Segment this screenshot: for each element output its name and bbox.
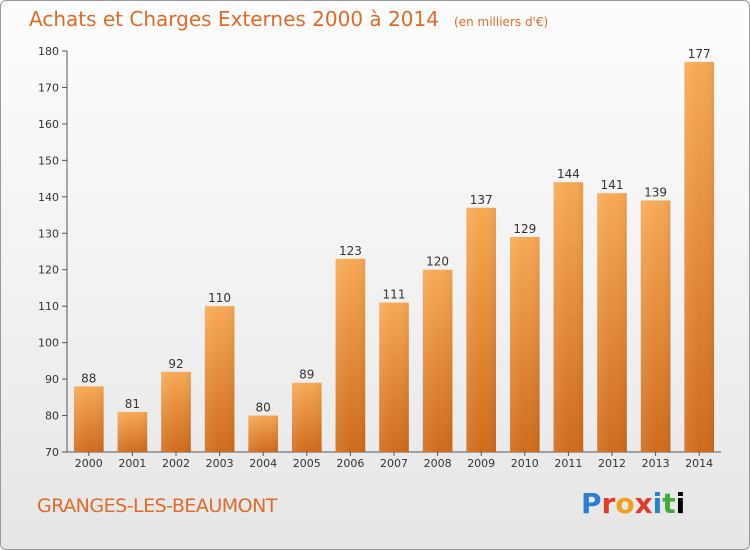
value-label-2002: 92 xyxy=(168,357,183,371)
y-tick-label: 100 xyxy=(38,337,59,350)
x-tick-label-2004: 2004 xyxy=(249,457,277,470)
x-tick-label-2003: 2003 xyxy=(206,457,234,470)
bar-shine-2006 xyxy=(335,258,366,452)
bar-shine-2001 xyxy=(117,411,148,452)
x-tick-label-2012: 2012 xyxy=(598,457,626,470)
x-tick-label-2009: 2009 xyxy=(467,457,495,470)
value-label-2014: 177 xyxy=(688,47,711,61)
bar-shine-2005 xyxy=(291,382,322,452)
bar-shine-2004 xyxy=(248,415,279,452)
x-tick-label-2006: 2006 xyxy=(336,457,364,470)
y-tick-label: 160 xyxy=(38,118,59,131)
axes: 70 80 90 100 110 120 130 140 150 160 170 180 2000 200… xyxy=(38,45,721,470)
x-tick-label-2010: 2010 xyxy=(511,457,539,470)
value-label-2013: 139 xyxy=(644,185,667,199)
chart-subtitle: (en milliers d'€) xyxy=(454,15,549,29)
bar-shine-2014 xyxy=(684,61,715,452)
value-label-2012: 141 xyxy=(601,178,624,192)
value-label-2009: 137 xyxy=(470,193,493,207)
x-tick-label-2011: 2011 xyxy=(554,457,582,470)
bar-shine-2003 xyxy=(204,306,235,452)
x-tick-label-2007: 2007 xyxy=(380,457,408,470)
y-tick-label: 140 xyxy=(38,191,59,204)
y-tick-label: 170 xyxy=(38,81,59,94)
y-tick-label: 70 xyxy=(45,446,59,459)
value-label-2010: 129 xyxy=(513,222,536,236)
bar-shine-2008 xyxy=(422,269,453,452)
y-tick-label: 80 xyxy=(45,410,59,423)
bar-shine-2013 xyxy=(640,200,671,452)
value-label-2011: 144 xyxy=(557,167,580,181)
y-tick-label: 110 xyxy=(38,300,59,313)
proxiti-logo: Proxiti xyxy=(581,487,686,520)
x-tick-label-2013: 2013 xyxy=(642,457,670,470)
title-row: Achats et Charges Externes 2000 à 2014 (… xyxy=(29,7,548,31)
x-tick-label-2005: 2005 xyxy=(293,457,321,470)
value-label-2005: 89 xyxy=(299,368,314,382)
y-tick-label: 120 xyxy=(38,264,59,277)
value-label-2003: 110 xyxy=(208,291,231,305)
value-label-2008: 120 xyxy=(426,255,449,269)
value-label-2007: 111 xyxy=(383,288,406,302)
y-tick-label: 180 xyxy=(38,45,59,58)
value-label-2001: 81 xyxy=(125,397,140,411)
x-tick-label-2014: 2014 xyxy=(685,457,713,470)
bar-shine-2009 xyxy=(466,207,497,452)
bar-shine-2007 xyxy=(379,302,409,452)
data-labels: 88 81 92 110 80 89 123 111 120 137 129 144 141 139 177 xyxy=(81,47,710,415)
bar-shine-2012 xyxy=(597,193,627,452)
commune-name: GRANGES-LES-BEAUMONT xyxy=(37,495,277,517)
chart-title: Achats et Charges Externes 2000 à 2014 xyxy=(29,7,439,31)
bar-shine-2002 xyxy=(161,371,191,452)
y-tick-label: 130 xyxy=(38,227,59,240)
x-tick-label-2001: 2001 xyxy=(118,457,146,470)
bar-shine-2000 xyxy=(73,386,104,452)
x-tick-label-2000: 2000 xyxy=(75,457,103,470)
value-label-2000: 88 xyxy=(81,371,96,385)
bar-shine-2011 xyxy=(553,182,584,452)
y-tick-label: 150 xyxy=(38,154,59,167)
x-tick-label-2008: 2008 xyxy=(424,457,452,470)
value-label-2006: 123 xyxy=(339,244,362,258)
y-tick-label: 90 xyxy=(45,373,59,386)
bars xyxy=(73,61,715,452)
x-tick-label-2002: 2002 xyxy=(162,457,190,470)
bar-shine-2010 xyxy=(509,236,540,452)
value-label-2004: 80 xyxy=(256,401,271,415)
